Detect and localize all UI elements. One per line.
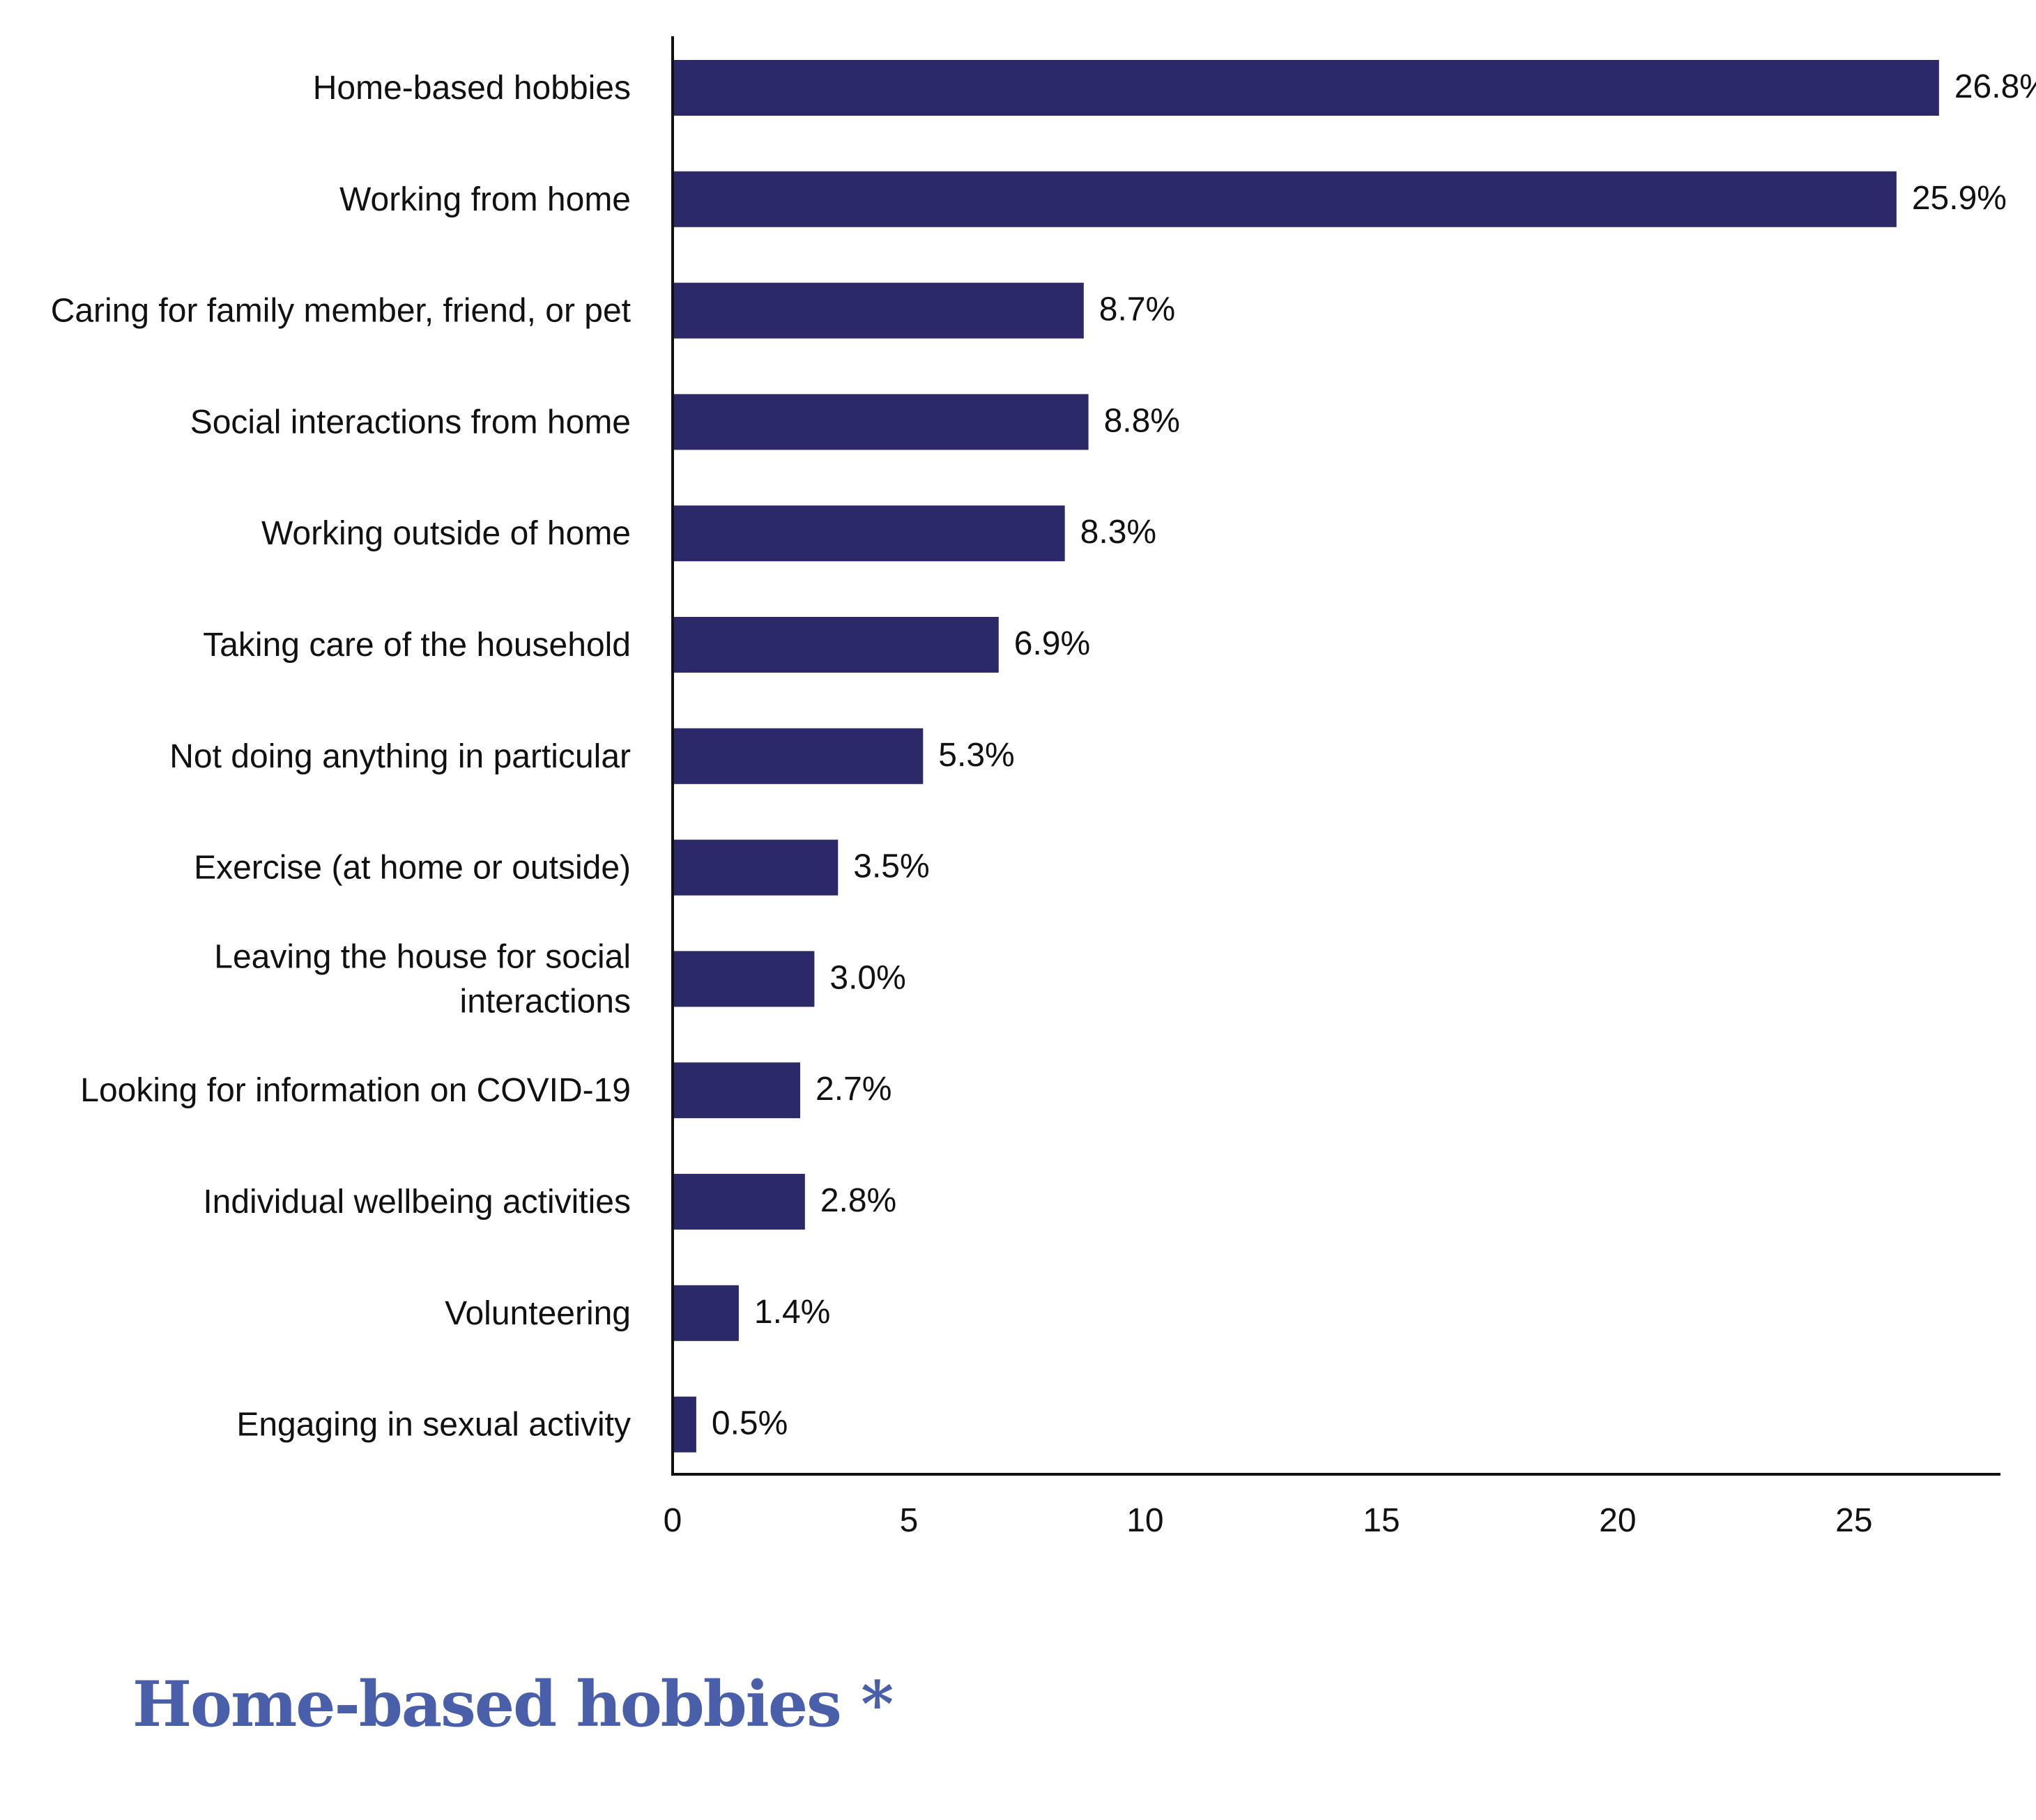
value-labels-group: 26.8% 25.9% 8.7% 8.8% 8.3% 6.9% 5.3% 3.5% 3.0% 2.… xyxy=(712,68,2036,1442)
category-label-volunteering: Volunteering xyxy=(445,1295,631,1332)
value-label-caring-for-family-member-friend-or-pet: 8.7% xyxy=(1099,291,1175,328)
value-label-social-interactions-from-home: 8.8% xyxy=(1104,402,1180,439)
value-label-home-based-hobbies: 26.8% xyxy=(1954,68,2036,105)
section-title: Home-based hobbies * xyxy=(132,1667,894,1741)
category-label-working-outside-of-home: Working outside of home xyxy=(261,515,631,552)
x-tick-labels-group: 0 5 10 15 20 25 xyxy=(664,1502,1873,1539)
bar-exercise-at-home-or-outside xyxy=(673,839,839,896)
bar-leaving-the-house-for-social-interactions xyxy=(673,951,815,1007)
value-label-exercise-at-home-or-outside: 3.5% xyxy=(853,848,929,885)
bar-social-interactions-from-home xyxy=(673,394,1089,450)
category-label-individual-wellbeing-activities: Individual wellbeing activities xyxy=(203,1184,631,1221)
x-tick-label-5: 5 xyxy=(900,1502,919,1539)
value-label-volunteering: 1.4% xyxy=(754,1294,830,1331)
x-tick-label-0: 0 xyxy=(664,1502,682,1539)
bar-looking-for-information-on-covid-19 xyxy=(673,1062,801,1119)
value-label-working-outside-of-home: 8.3% xyxy=(1080,514,1156,551)
value-label-leaving-the-house-for-social-interactions: 3.0% xyxy=(829,959,905,996)
category-label-home-based-hobbies: Home-based hobbies xyxy=(313,70,631,107)
category-label-social-interactions-from-home: Social interactions from home xyxy=(190,404,631,441)
bar-home-based-hobbies xyxy=(673,60,1939,116)
bar-individual-wellbeing-activities xyxy=(673,1174,805,1230)
bar-engaging-in-sexual-activity xyxy=(673,1396,696,1453)
bar-volunteering xyxy=(673,1285,739,1341)
value-label-individual-wellbeing-activities: 2.8% xyxy=(820,1182,896,1219)
x-tick-label-20: 20 xyxy=(1599,1502,1636,1539)
bar-not-doing-anything-in-particular xyxy=(673,728,924,784)
bar-taking-care-of-the-household xyxy=(673,617,999,673)
category-label-leaving-the-house-for-social-interactions: Leaving the house for social interactions xyxy=(214,938,631,1020)
bar-caring-for-family-member-friend-or-pet xyxy=(673,282,1084,339)
value-label-taking-care-of-the-household: 6.9% xyxy=(1014,625,1090,662)
value-label-working-from-home: 25.9% xyxy=(1912,180,2007,217)
bar-working-outside-of-home xyxy=(673,505,1065,562)
category-label-engaging-in-sexual-activity: Engaging in sexual activity xyxy=(236,1407,631,1444)
bars-group xyxy=(673,60,1939,1453)
bar-working-from-home xyxy=(673,171,1897,227)
x-tick-label-10: 10 xyxy=(1126,1502,1163,1539)
category-label-exercise-at-home-or-outside: Exercise (at home or outside) xyxy=(194,850,631,887)
category-label-not-doing-anything-in-particular: Not doing anything in particular xyxy=(169,738,631,775)
x-tick-label-25: 25 xyxy=(1835,1502,1872,1539)
category-labels-group: Home-based hobbies Working from home Carin… xyxy=(51,70,631,1444)
category-label-taking-care-of-the-household: Taking care of the household xyxy=(203,627,631,664)
x-tick-label-15: 15 xyxy=(1363,1502,1400,1539)
category-label-caring-for-family-member-friend-or-pet: Caring for family member, friend, or pet xyxy=(51,293,631,330)
category-label-working-from-home: Working from home xyxy=(339,181,631,218)
category-label-looking-for-information-on-covid-19: Looking for information on COVID-19 xyxy=(80,1072,631,1109)
value-label-engaging-in-sexual-activity: 0.5% xyxy=(712,1405,788,1442)
value-label-looking-for-information-on-covid-19: 2.7% xyxy=(816,1071,891,1108)
value-label-not-doing-anything-in-particular: 5.3% xyxy=(938,737,1014,774)
